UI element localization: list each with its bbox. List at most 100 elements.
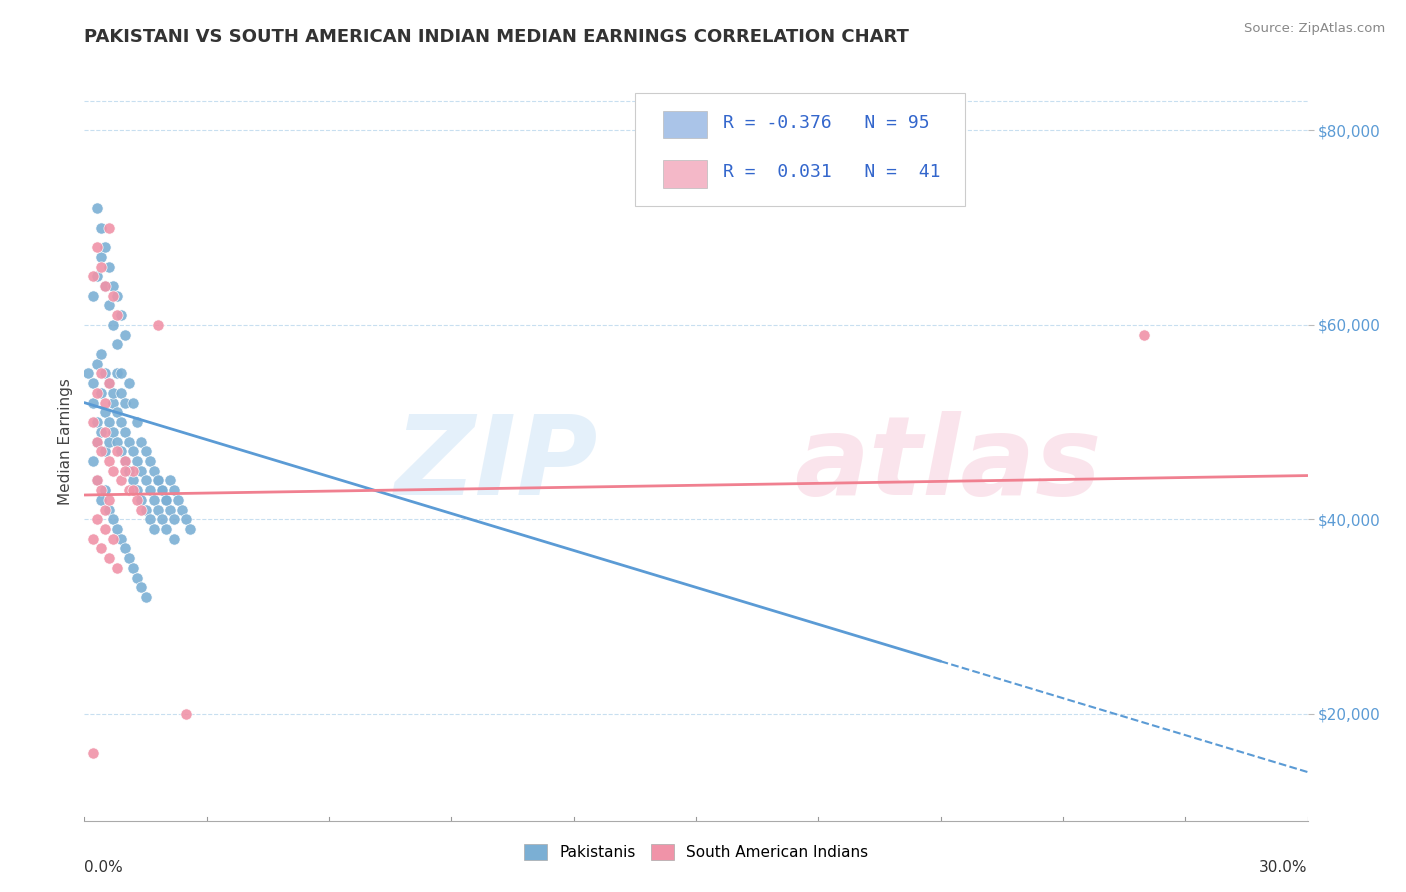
- FancyBboxPatch shape: [664, 161, 707, 187]
- Point: [118, 464, 141, 478]
- Point: [90, 425, 112, 439]
- Point: [122, 395, 145, 409]
- Point: [105, 561, 128, 575]
- Point: [86, 240, 108, 254]
- Point: [131, 434, 153, 449]
- Point: [131, 464, 153, 478]
- Point: [86, 512, 108, 526]
- Point: [82, 269, 104, 284]
- Point: [118, 376, 141, 391]
- Point: [82, 454, 104, 468]
- Point: [86, 357, 108, 371]
- Point: [150, 483, 173, 497]
- Point: [90, 347, 112, 361]
- Point: [146, 474, 169, 488]
- Text: 0.0%: 0.0%: [84, 860, 124, 874]
- Point: [105, 308, 128, 322]
- Point: [122, 561, 145, 575]
- Point: [93, 395, 115, 409]
- Point: [82, 532, 104, 546]
- Point: [86, 201, 108, 215]
- Point: [86, 415, 108, 429]
- Point: [172, 502, 194, 516]
- Y-axis label: Median Earnings: Median Earnings: [58, 378, 73, 505]
- Point: [138, 483, 160, 497]
- Point: [90, 220, 112, 235]
- Point: [163, 512, 186, 526]
- Point: [93, 522, 115, 536]
- Point: [135, 444, 157, 458]
- Point: [90, 492, 112, 507]
- Point: [105, 289, 128, 303]
- Point: [101, 279, 124, 293]
- Point: [110, 386, 132, 401]
- Text: R =  0.031   N =  41: R = 0.031 N = 41: [723, 163, 941, 181]
- Point: [93, 240, 115, 254]
- Text: ZIP: ZIP: [395, 411, 598, 517]
- Point: [86, 474, 108, 488]
- Point: [110, 367, 132, 381]
- Point: [93, 425, 115, 439]
- Point: [135, 590, 157, 604]
- Point: [97, 220, 120, 235]
- Point: [142, 464, 165, 478]
- Point: [101, 289, 124, 303]
- Point: [127, 483, 149, 497]
- Point: [93, 367, 115, 381]
- Point: [97, 415, 120, 429]
- Point: [93, 444, 115, 458]
- Point: [90, 541, 112, 556]
- Point: [174, 512, 197, 526]
- FancyBboxPatch shape: [636, 93, 965, 207]
- Point: [90, 250, 112, 264]
- Legend: Pakistanis, South American Indians: Pakistanis, South American Indians: [517, 838, 875, 866]
- Point: [101, 318, 124, 332]
- Point: [97, 376, 120, 391]
- Point: [101, 512, 124, 526]
- Point: [167, 492, 190, 507]
- Text: R = -0.376   N = 95: R = -0.376 N = 95: [723, 114, 929, 132]
- Point: [105, 405, 128, 419]
- Point: [93, 502, 115, 516]
- Point: [127, 454, 149, 468]
- Text: Source: ZipAtlas.com: Source: ZipAtlas.com: [1244, 22, 1385, 36]
- Point: [131, 492, 153, 507]
- Point: [101, 386, 124, 401]
- Point: [93, 279, 115, 293]
- Point: [97, 454, 120, 468]
- Point: [118, 434, 141, 449]
- Point: [110, 308, 132, 322]
- Point: [131, 502, 153, 516]
- Point: [142, 522, 165, 536]
- Point: [1133, 327, 1156, 342]
- Point: [114, 395, 136, 409]
- Point: [146, 318, 169, 332]
- Point: [86, 434, 108, 449]
- Point: [93, 483, 115, 497]
- Point: [114, 454, 136, 468]
- Point: [97, 434, 120, 449]
- FancyBboxPatch shape: [664, 111, 707, 138]
- Point: [97, 502, 120, 516]
- Point: [86, 474, 108, 488]
- Point: [114, 541, 136, 556]
- Point: [127, 492, 149, 507]
- Point: [90, 367, 112, 381]
- Point: [105, 367, 128, 381]
- Point: [163, 483, 186, 497]
- Point: [122, 444, 145, 458]
- Point: [122, 474, 145, 488]
- Point: [110, 444, 132, 458]
- Point: [105, 434, 128, 449]
- Point: [97, 551, 120, 566]
- Point: [159, 502, 181, 516]
- Point: [122, 464, 145, 478]
- Point: [131, 580, 153, 594]
- Point: [86, 386, 108, 401]
- Point: [118, 551, 141, 566]
- Point: [155, 522, 177, 536]
- Point: [110, 532, 132, 546]
- Point: [105, 522, 128, 536]
- Point: [101, 395, 124, 409]
- Point: [146, 474, 169, 488]
